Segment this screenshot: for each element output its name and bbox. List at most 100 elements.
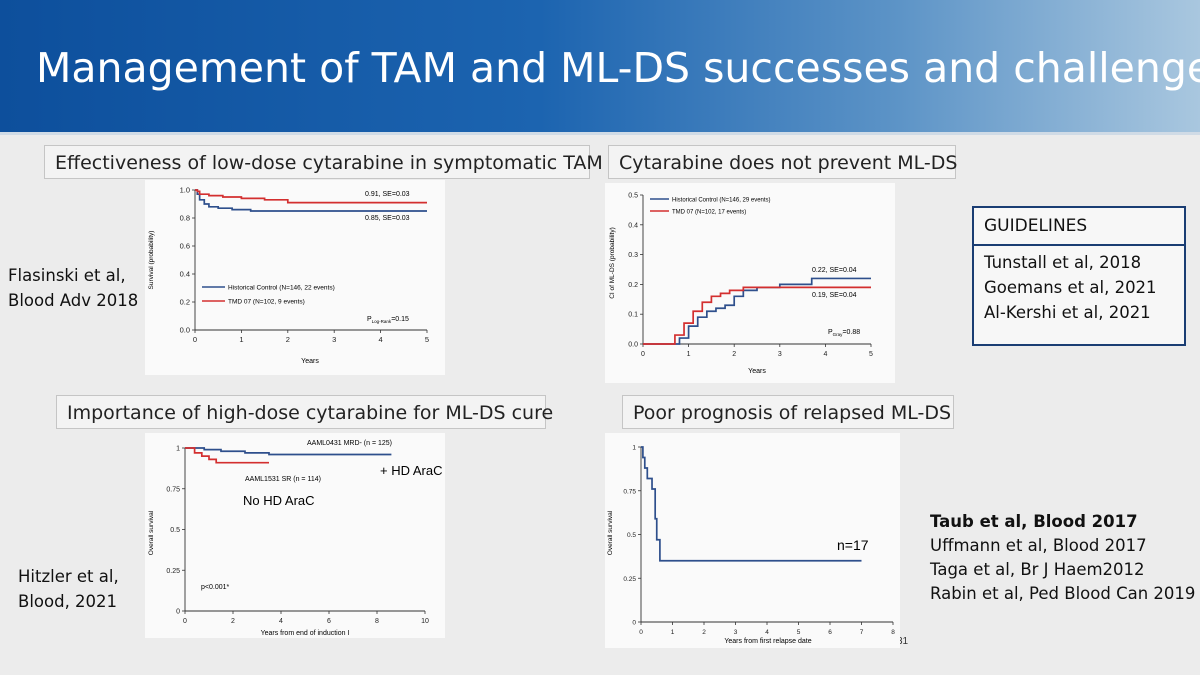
title-bar-divider [0,132,1200,135]
chart-br: 0 1 2 3 4 5 6 7 8 0 0.25 0.5 0.75 1 Years from first … [605,433,900,648]
annotation-hd-arac: + HD AraC [380,463,443,478]
x-axis-label: Years from end of induction I [261,630,350,637]
series-line-2 [185,447,269,464]
y-tick-label: 0.5 [628,193,638,200]
annotation-blue: 0.85, SE=0.03 [365,215,410,222]
guideline-item: Al-Kershi et al, 2021 [984,303,1151,322]
reference-list: Taub et al, Blood 2017 Uffmann et al, Bl… [930,510,1195,606]
y-tick-label: 0.4 [180,270,190,279]
reference-bold: Taub et al, Blood 2017 [930,512,1138,531]
chart-tl: 0 1 2 3 4 5 0.0 0.2 0.4 0.6 0.8 1.0 Years Survival … [145,180,445,375]
panel-title-tl: Effectiveness of low-dose cytarabine in … [44,145,603,179]
y-tick-label: 0.1 [628,312,638,319]
x-axis-label: Years from first relapse date [724,638,811,645]
x-tick-label: 4 [279,618,283,625]
p-value-sub: Log-Rank [372,319,392,324]
x-tick-label: 3 [778,351,782,358]
p-value: p<0.001* [201,584,229,591]
x-tick-label: 2 [286,335,290,344]
x-tick-label: 7 [860,629,864,636]
guidelines-heading: GUIDELINES [974,208,1184,246]
p-value-rest: =0.88 [842,329,860,336]
x-axis-label: Years [748,368,766,375]
series-line-2 [643,286,871,345]
axes: 0 1 2 3 4 5 0.0 0.2 0.4 0.6 0.8 1.0 [180,186,430,345]
y-tick-label: 1.0 [180,186,190,195]
x-tick-label: 6 [828,629,832,636]
annotation-red: 0.19, SE=0.04 [812,292,857,299]
x-tick-label: 1 [671,629,675,636]
x-tick-label: 3 [332,335,336,344]
citation-line: Hitzler et al, [18,567,119,586]
x-tick-label: 4 [823,351,827,358]
panel-title-tr: Cytarabine does not prevent ML-DS [608,145,957,179]
y-axis-label: Survival (probability) [148,231,155,290]
y-tick-label: 0.25 [166,568,180,575]
series-line-2 [195,189,427,204]
x-tick-label: 0 [183,618,187,625]
p-value: PGray=0.88 [828,329,860,337]
y-tick-label: 0.3 [628,252,638,259]
legend-entry-red: AAML1531 SR (n = 114) [245,476,321,483]
series-lines [643,277,871,345]
x-tick-label: 4 [765,629,769,636]
y-tick-label: 0.75 [166,486,180,493]
p-value: PLog-Rank=0.15 [367,316,409,324]
series-lines [185,447,392,464]
citation-hitzler: Hitzler et al, Blood, 2021 [18,564,119,614]
reference-item: Rabin et al, Ped Blood Can 2019 [930,584,1196,603]
citation-line: Blood Adv 2018 [8,291,139,310]
x-tick-label: 0 [639,629,643,636]
slide-title: Management of TAM and ML-DS successes an… [36,44,1200,92]
y-tick-label: 0.8 [180,214,190,223]
x-tick-label: 5 [869,351,873,358]
annotation-no-hd-arac: No HD AraC [243,493,315,508]
chart-tr: 0 1 2 3 4 5 0.0 0.1 0.2 0.3 0.4 0.5 Years CI of ML-… [605,183,895,383]
x-tick-label: 0 [193,335,197,344]
series-line-1 [185,447,392,456]
x-tick-label: 1 [687,351,691,358]
x-tick-label: 2 [231,618,235,625]
guideline-item: Goemans et al, 2021 [984,278,1157,297]
annotation-red: 0.91, SE=0.03 [365,191,410,198]
y-tick-label: 0.2 [180,298,190,307]
y-tick-label: 0.0 [180,326,190,335]
x-tick-label: 5 [797,629,801,636]
axes: 0 1 2 3 4 5 6 7 8 0 0.25 0.5 0.75 1 [623,445,895,637]
p-value-rest: =0.15 [391,316,409,323]
x-tick-label: 8 [375,618,379,625]
legend-entry: Historical Control (N=146, 22 events) [228,285,335,292]
x-tick-label: 2 [732,351,736,358]
title-bar [0,0,1200,132]
page-number: 31 [897,636,909,647]
legend-entry: TMD 07 (N=102, 17 events) [672,210,746,216]
y-tick-label: 0.75 [623,488,636,495]
chart-bl: 0 2 4 6 8 10 0 0.25 0.5 0.75 1 Years from end of i… [145,433,445,638]
annotation-n17: n=17 [837,537,869,553]
y-tick-label: 0.6 [180,242,190,251]
p-value-main: P [367,316,372,323]
x-tick-label: 8 [891,629,895,636]
y-tick-label: 0.5 [627,532,636,539]
y-axis-label: Overall survival [148,510,155,555]
panel-title-br: Poor prognosis of relapsed ML-DS [622,395,954,429]
axes: 0 2 4 6 8 10 0 0.25 0.5 0.75 1 [166,446,429,626]
y-tick-label: 0.0 [628,342,638,349]
reference-item: Taga et al, Br J Haem2012 [930,560,1145,579]
annotation-blue: 0.22, SE=0.04 [812,267,857,274]
p-value-main: P [828,329,833,336]
series-line-1 [195,189,427,212]
axes: 0 1 2 3 4 5 0.0 0.1 0.2 0.3 0.4 0.5 [628,193,873,359]
legend-entry-blue: AAML0431 MRD- (n = 125) [307,440,392,447]
y-tick-label: 1 [176,446,180,453]
panel-title-bl: Importance of high-dose cytarabine for M… [56,395,553,429]
x-tick-label: 2 [702,629,706,636]
y-tick-label: 1 [632,445,636,452]
y-axis-label: CI of ML-DS (probability) [609,227,616,299]
series-line-1 [641,446,862,562]
series-line-1 [643,277,871,345]
x-tick-label: 4 [379,335,383,344]
reference-item: Uffmann et al, Blood 2017 [930,536,1147,555]
y-tick-label: 0.5 [170,527,180,534]
guidelines-box: GUIDELINES Tunstall et al, 2018 Goemans … [972,206,1186,346]
